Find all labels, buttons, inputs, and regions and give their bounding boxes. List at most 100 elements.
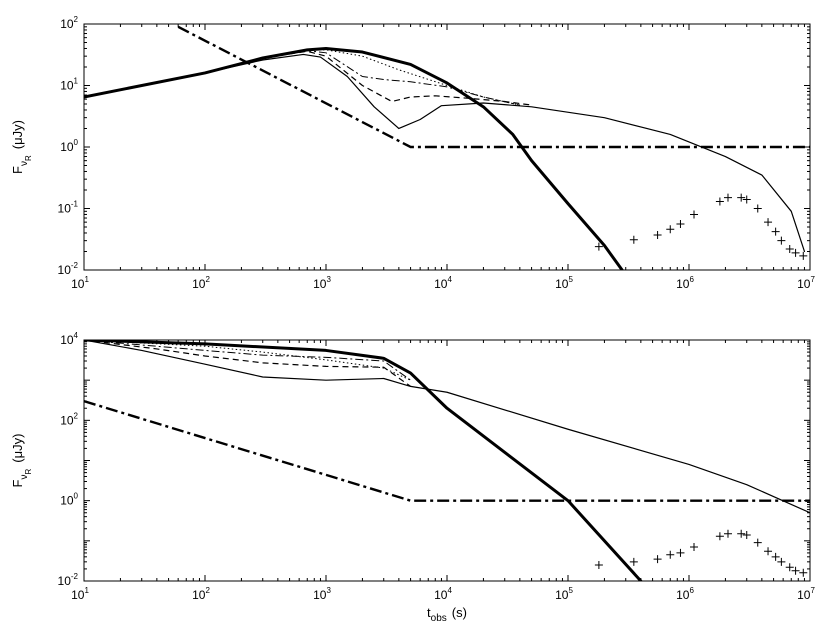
plus-marker	[690, 543, 699, 552]
x-tick-base: 10	[797, 277, 811, 291]
marker-group	[594, 193, 808, 260]
y-tick-label: 100	[60, 138, 78, 154]
x-tick-exp: 6	[689, 586, 694, 595]
y-axis-label-subsub: R	[24, 468, 33, 474]
y-tick-base: 10	[60, 140, 74, 154]
y-axis-label-unit: (μJy)	[10, 120, 25, 149]
plus-marker	[791, 566, 800, 575]
x-tick-label: 104	[434, 275, 452, 291]
x-tick-base: 10	[797, 588, 811, 602]
plus-marker	[791, 248, 800, 257]
plus-marker	[799, 568, 808, 577]
plus-marker	[742, 530, 751, 539]
plus-marker	[753, 204, 762, 213]
x-tick-label: 104	[434, 586, 452, 602]
x-tick-label: 106	[676, 586, 694, 602]
y-tick-exp: 0	[74, 138, 79, 147]
x-axis-label-main: t	[427, 605, 431, 620]
axis-ticks	[83, 339, 811, 582]
x-tick-exp: 3	[326, 586, 331, 595]
top-panel: 101 102 103 104 105 106 10710-210-1100101102Fν…	[10, 15, 815, 291]
series-group	[84, 340, 810, 581]
plus-marker	[742, 195, 751, 204]
x-tick-exp: 4	[447, 586, 452, 595]
x-tick-label: 107	[797, 275, 815, 291]
y-tick-base: 10	[58, 574, 72, 588]
x-tick-label: 101	[71, 275, 89, 291]
y-tick-exp: 2	[74, 411, 79, 420]
x-tick-label: 103	[313, 275, 331, 291]
plot-frame	[83, 339, 811, 582]
plus-marker	[594, 561, 603, 570]
y-tick-label: 102	[60, 411, 78, 427]
y-tick-base: 10	[60, 413, 74, 427]
bottom-panel: 101 102 103 104 105 106 10710-2100102104FνR(μJ…	[10, 331, 815, 624]
x-tick-base: 10	[71, 588, 85, 602]
plus-marker	[715, 197, 724, 206]
plus-marker	[777, 236, 786, 245]
plus-marker	[764, 218, 773, 227]
x-tick-label: 105	[555, 586, 573, 602]
plus-marker	[723, 193, 732, 202]
series-thick-solid	[84, 340, 643, 581]
y-tick-label: 102	[60, 15, 78, 31]
series-thin-solid	[84, 340, 810, 514]
x-tick-exp: 2	[205, 275, 210, 284]
x-tick-label: 103	[313, 586, 331, 602]
plus-marker	[737, 529, 746, 538]
plus-marker	[799, 251, 808, 260]
series-dotted	[84, 340, 411, 381]
x-tick-exp: 5	[568, 586, 573, 595]
x-tick-label: 101	[71, 586, 89, 602]
y-axis-label-subsub: R	[24, 155, 33, 161]
series-dash-dot-thin	[84, 340, 411, 381]
y-axis-label-sub: ν	[19, 161, 30, 166]
x-tick-exp: 5	[568, 275, 573, 284]
plus-marker	[629, 235, 638, 244]
series-thick-dash-dot	[84, 400, 810, 502]
y-tick-exp: -1	[71, 200, 79, 209]
x-tick-exp: 4	[447, 275, 452, 284]
series-dotted	[84, 49, 520, 106]
plus-marker	[764, 547, 773, 556]
x-tick-exp: 1	[84, 275, 89, 284]
x-axis-label-unit: (s)	[452, 605, 467, 620]
y-tick-base: 10	[58, 263, 72, 277]
plus-marker	[653, 555, 662, 564]
series-thin-solid	[84, 53, 806, 253]
y-axis-label-unit: (μJy)	[10, 434, 25, 463]
plus-marker	[771, 227, 780, 236]
x-tick-exp: 2	[205, 586, 210, 595]
x-tick-base: 10	[434, 588, 448, 602]
x-tick-label: 102	[192, 586, 210, 602]
plus-marker	[666, 550, 675, 559]
x-tick-label: 106	[676, 275, 694, 291]
plus-marker	[629, 557, 638, 566]
y-tick-exp: 4	[74, 331, 79, 340]
x-tick-label: 102	[192, 275, 210, 291]
x-tick-base: 10	[676, 277, 690, 291]
y-tick-base: 10	[60, 79, 74, 93]
y-tick-exp: -2	[71, 261, 79, 270]
plus-marker	[737, 193, 746, 202]
x-tick-base: 10	[313, 277, 327, 291]
marker-group	[594, 529, 808, 577]
plus-marker	[690, 210, 699, 219]
y-tick-base: 10	[60, 17, 74, 31]
y-axis-label-sub: ν	[19, 474, 30, 479]
plus-marker	[785, 563, 794, 572]
x-tick-base: 10	[434, 277, 448, 291]
plus-marker	[666, 225, 675, 234]
x-tick-base: 10	[555, 277, 569, 291]
x-tick-label: 105	[555, 275, 573, 291]
y-tick-exp: 1	[74, 77, 79, 86]
y-tick-label: 101	[60, 77, 78, 93]
y-tick-base: 10	[58, 202, 72, 216]
plus-marker	[676, 219, 685, 228]
x-axis-label-sub: obs	[431, 613, 447, 624]
y-axis-label-main: F	[10, 479, 25, 487]
x-tick-exp: 7	[810, 275, 815, 284]
plus-marker	[777, 557, 786, 566]
y-axis-label: FνR (μJy)	[10, 120, 33, 174]
